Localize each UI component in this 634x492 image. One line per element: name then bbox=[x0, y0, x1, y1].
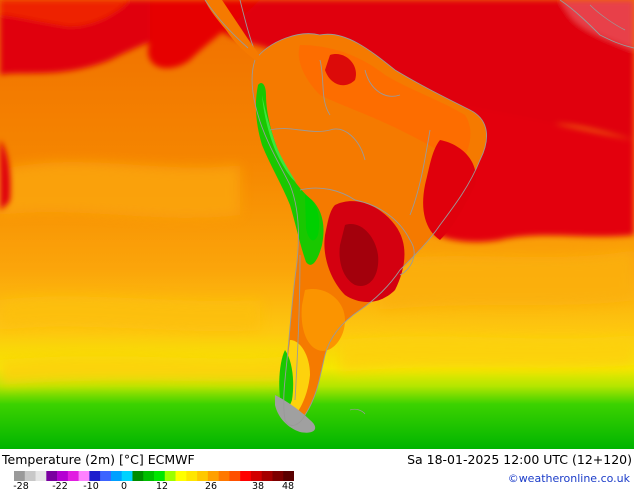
map-title: Temperature (2m) [°C] ECMWF bbox=[2, 452, 195, 467]
central-america bbox=[204, 0, 634, 415]
legend-swatch bbox=[261, 471, 273, 481]
legend-tick: -28 bbox=[13, 481, 29, 492]
legend-swatch bbox=[272, 471, 284, 481]
legend-tick: -22 bbox=[52, 481, 68, 492]
legend-tick: 12 bbox=[155, 481, 169, 492]
legend-swatch bbox=[89, 471, 101, 481]
andes bbox=[255, 83, 324, 433]
country-borders bbox=[239, 0, 487, 426]
legend-swatch bbox=[283, 471, 294, 481]
color-legend bbox=[14, 471, 294, 481]
legend-swatch bbox=[154, 471, 166, 481]
legend-swatch bbox=[197, 471, 209, 481]
legend-swatch bbox=[121, 471, 133, 481]
legend-swatch bbox=[100, 471, 112, 481]
legend-swatch bbox=[186, 471, 198, 481]
temperature-map bbox=[0, 0, 634, 449]
legend-swatch bbox=[164, 471, 176, 481]
legend-tick: 0 bbox=[120, 481, 128, 492]
map-footer: Temperature (2m) [°C] ECMWF Sa 18-01-202… bbox=[0, 449, 634, 492]
legend-tick: -10 bbox=[83, 481, 99, 492]
legend-tick: 48 bbox=[281, 481, 295, 492]
south-america bbox=[252, 33, 487, 426]
ocean-streaks bbox=[0, 161, 634, 385]
hot-regions bbox=[0, 0, 634, 242]
legend-swatch bbox=[207, 471, 219, 481]
legend-swatch bbox=[132, 471, 144, 481]
legend-swatch bbox=[24, 471, 36, 481]
legend-tick: 26 bbox=[204, 481, 218, 492]
legend-swatch bbox=[78, 471, 90, 481]
legend-swatch bbox=[110, 471, 122, 481]
legend-swatch bbox=[240, 471, 252, 481]
legend-swatch bbox=[67, 471, 79, 481]
legend-tick: 38 bbox=[251, 481, 265, 492]
credit-link[interactable]: ©weatheronline.co.uk bbox=[507, 472, 630, 485]
legend-swatch bbox=[229, 471, 241, 481]
legend-swatch bbox=[175, 471, 187, 481]
legend-swatch bbox=[250, 471, 262, 481]
legend-swatch bbox=[57, 471, 69, 481]
legend-swatch bbox=[46, 471, 58, 481]
legend-swatch bbox=[35, 471, 47, 481]
legend-swatch bbox=[218, 471, 230, 481]
legend-swatch bbox=[143, 471, 155, 481]
valid-time: Sa 18-01-2025 12:00 UTC (12+120) bbox=[407, 452, 632, 467]
legend-swatch bbox=[14, 471, 26, 481]
